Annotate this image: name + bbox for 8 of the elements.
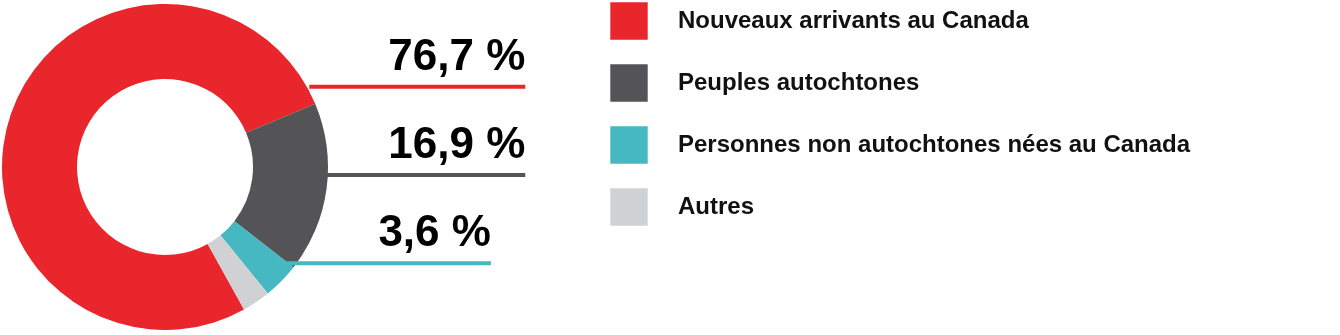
data-label: 3,6 % xyxy=(378,206,491,256)
donut-slice xyxy=(207,235,268,310)
data-label: 16,9 % xyxy=(388,118,526,168)
legend-label: Personnes non autochtones nées au Canada xyxy=(678,130,1191,157)
legend-label: Peuples autochtones xyxy=(678,68,920,95)
data-label: 76,7 % xyxy=(388,29,526,79)
legend-label: Autres xyxy=(678,192,755,219)
legend-label: Nouveaux arrivants au Canada xyxy=(678,6,1030,33)
